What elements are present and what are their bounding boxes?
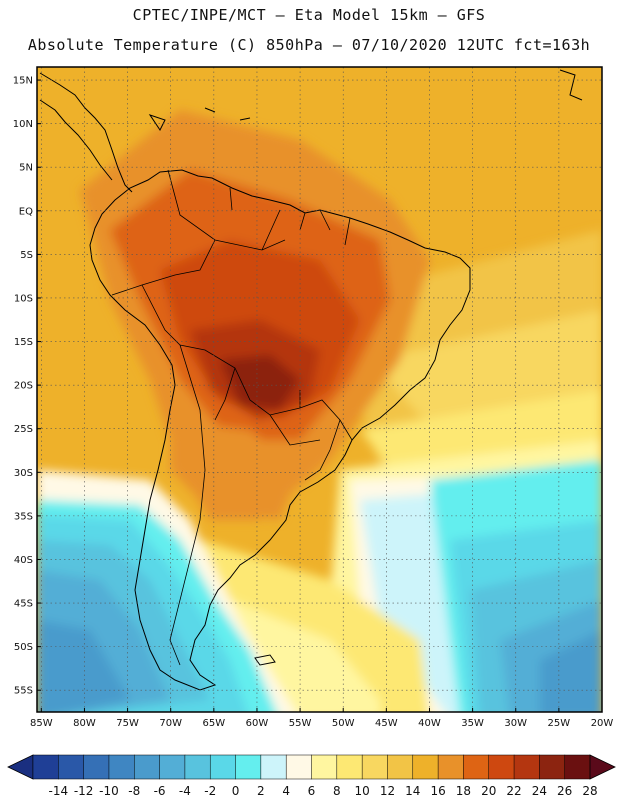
colorbar-swatch	[235, 754, 262, 780]
falklands	[254, 654, 276, 666]
lat-tick-label: 40S	[14, 555, 33, 566]
colorbar-arrow-left	[7, 754, 34, 780]
colorbar-swatch	[184, 754, 211, 780]
lat-tick-label: 35S	[14, 511, 33, 522]
colorbar-label: 20	[481, 784, 496, 798]
lat-tick-label: 25S	[14, 424, 33, 435]
colorbar-label: -2	[204, 784, 216, 798]
caribbean-islands	[148, 69, 583, 131]
colorbar-label: 24	[532, 784, 547, 798]
colorbar-swatch	[108, 754, 135, 780]
lon-tick-label: 75W	[116, 718, 139, 729]
colorbar-label: 26	[557, 784, 572, 798]
longitude-axis: 85W 80W 75W 70W 65W 60W 55W 50W 45W 40W 35W 30W 25W 2…	[30, 708, 613, 729]
colorbar-label: 28	[582, 784, 597, 798]
colorbar-label: 8	[333, 784, 341, 798]
lat-tick-label: 10S	[14, 293, 33, 304]
colorbar-swatch	[564, 754, 591, 780]
field-pac-m4	[37, 620, 130, 712]
colorbar-label: 6	[308, 784, 316, 798]
lat-tick-label: 5N	[19, 163, 33, 174]
lon-tick-label: 70W	[159, 718, 182, 729]
lat-tick-label: 45S	[14, 599, 33, 610]
colorbar-label: 12	[380, 784, 395, 798]
colorbar-label: -4	[179, 784, 191, 798]
colorbar-label: 22	[506, 784, 521, 798]
colorbar-label: 10	[354, 784, 369, 798]
colorbar-label: 16	[430, 784, 445, 798]
colorbar-swatch	[134, 754, 161, 780]
temperature-field	[37, 67, 602, 712]
latitude-axis: 15N 10N 5N EQ 5S 10S 15S 20S 25S 30S 35S 40S 45S 50S 5…	[13, 76, 41, 697]
lat-tick-label: 20S	[14, 381, 33, 392]
colorbar-label: -8	[128, 784, 140, 798]
colorbar-swatch	[209, 754, 236, 780]
lon-tick-label: 60W	[246, 718, 269, 729]
colorbar-swatch	[437, 754, 464, 780]
colorbar-swatch	[285, 754, 312, 780]
lon-tick-label: 80W	[73, 718, 96, 729]
lat-tick-label: 10N	[13, 119, 33, 130]
colorbar-label: -10	[99, 784, 119, 798]
lon-tick-label: 30W	[504, 718, 527, 729]
colorbar-swatch	[336, 754, 363, 780]
colorbar-swatch	[513, 754, 540, 780]
lon-tick-label: 35W	[461, 718, 484, 729]
lat-tick-label: 55S	[14, 686, 33, 697]
colorbar-swatch	[539, 754, 566, 780]
colorbar-label: 4	[282, 784, 290, 798]
colorbar-swatch	[311, 754, 338, 780]
field-warm-26	[220, 355, 300, 410]
lat-tick-label: EQ	[19, 206, 33, 217]
field-sat-12	[200, 540, 429, 712]
lon-tick-label: 20W	[591, 718, 614, 729]
lon-tick-label: 50W	[332, 718, 355, 729]
colorbar-swatch	[159, 754, 186, 780]
colorbar-swatch	[463, 754, 490, 780]
south-america-coastline	[89, 169, 471, 691]
lat-tick-label: 5S	[20, 250, 33, 261]
colorbar-label: 0	[232, 784, 240, 798]
lon-tick-label: 25W	[548, 718, 571, 729]
colorbar-swatch	[260, 754, 287, 780]
map-frame	[36, 66, 603, 713]
map-title-line2: Absolute Temperature (C) 850hPa – 07/10/…	[27, 36, 591, 54]
colorbar-label: 14	[405, 784, 420, 798]
colorbar-label: -6	[154, 784, 166, 798]
colorbar-swatch	[387, 754, 414, 780]
map-title-line1: CPTEC/INPE/MCT – Eta Model 15km – GFS	[132, 6, 486, 24]
coastline-layer	[39, 69, 583, 691]
country-borders	[111, 169, 353, 666]
lat-tick-label: 15N	[13, 76, 33, 87]
colorbar-label: -14	[49, 784, 69, 798]
lon-tick-label: 55W	[289, 718, 312, 729]
colorbar-swatch	[83, 754, 110, 780]
colorbar-swatch	[488, 754, 515, 780]
lat-tick-label: 30S	[14, 468, 33, 479]
colorbar: -14 -12 -10 -8 -6 -4 -2 0 2 4 6 8 10 12 14 16 18 20 22 24 26…	[7, 754, 616, 798]
lat-tick-label: 50S	[14, 642, 33, 653]
colorbar-swatch	[412, 754, 439, 780]
lon-tick-label: 45W	[375, 718, 398, 729]
colorbar-swatch	[32, 754, 59, 780]
colorbar-swatch	[58, 754, 85, 780]
colorbar-label: 2	[257, 784, 265, 798]
lon-tick-label: 65W	[203, 718, 226, 729]
central-america-coastline	[39, 72, 133, 193]
colorbar-arrow-right	[589, 754, 616, 780]
field-band-m4	[540, 630, 602, 712]
field-sat-10	[230, 600, 380, 712]
colorbar-swatch	[361, 754, 388, 780]
lon-tick-label: 40W	[418, 718, 441, 729]
colorbar-label: 18	[456, 784, 471, 798]
colorbar-label: -12	[74, 784, 94, 798]
lat-tick-label: 15S	[14, 337, 33, 348]
lon-tick-label: 85W	[30, 718, 53, 729]
